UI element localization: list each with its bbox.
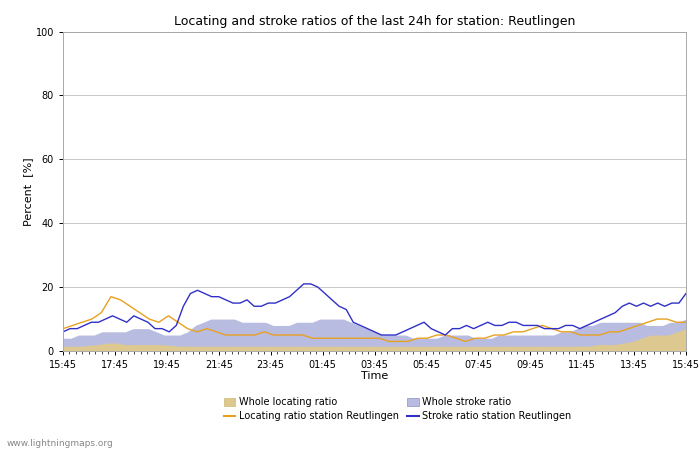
Y-axis label: Percent  [%]: Percent [%] xyxy=(23,157,33,225)
Text: www.lightningmaps.org: www.lightningmaps.org xyxy=(7,439,113,448)
Title: Locating and stroke ratios of the last 24h for station: Reutlingen: Locating and stroke ratios of the last 2… xyxy=(174,14,575,27)
X-axis label: Time: Time xyxy=(361,371,388,382)
Legend: Whole locating ratio, Locating ratio station Reutlingen, Whole stroke ratio, Str: Whole locating ratio, Locating ratio sta… xyxy=(223,397,572,421)
